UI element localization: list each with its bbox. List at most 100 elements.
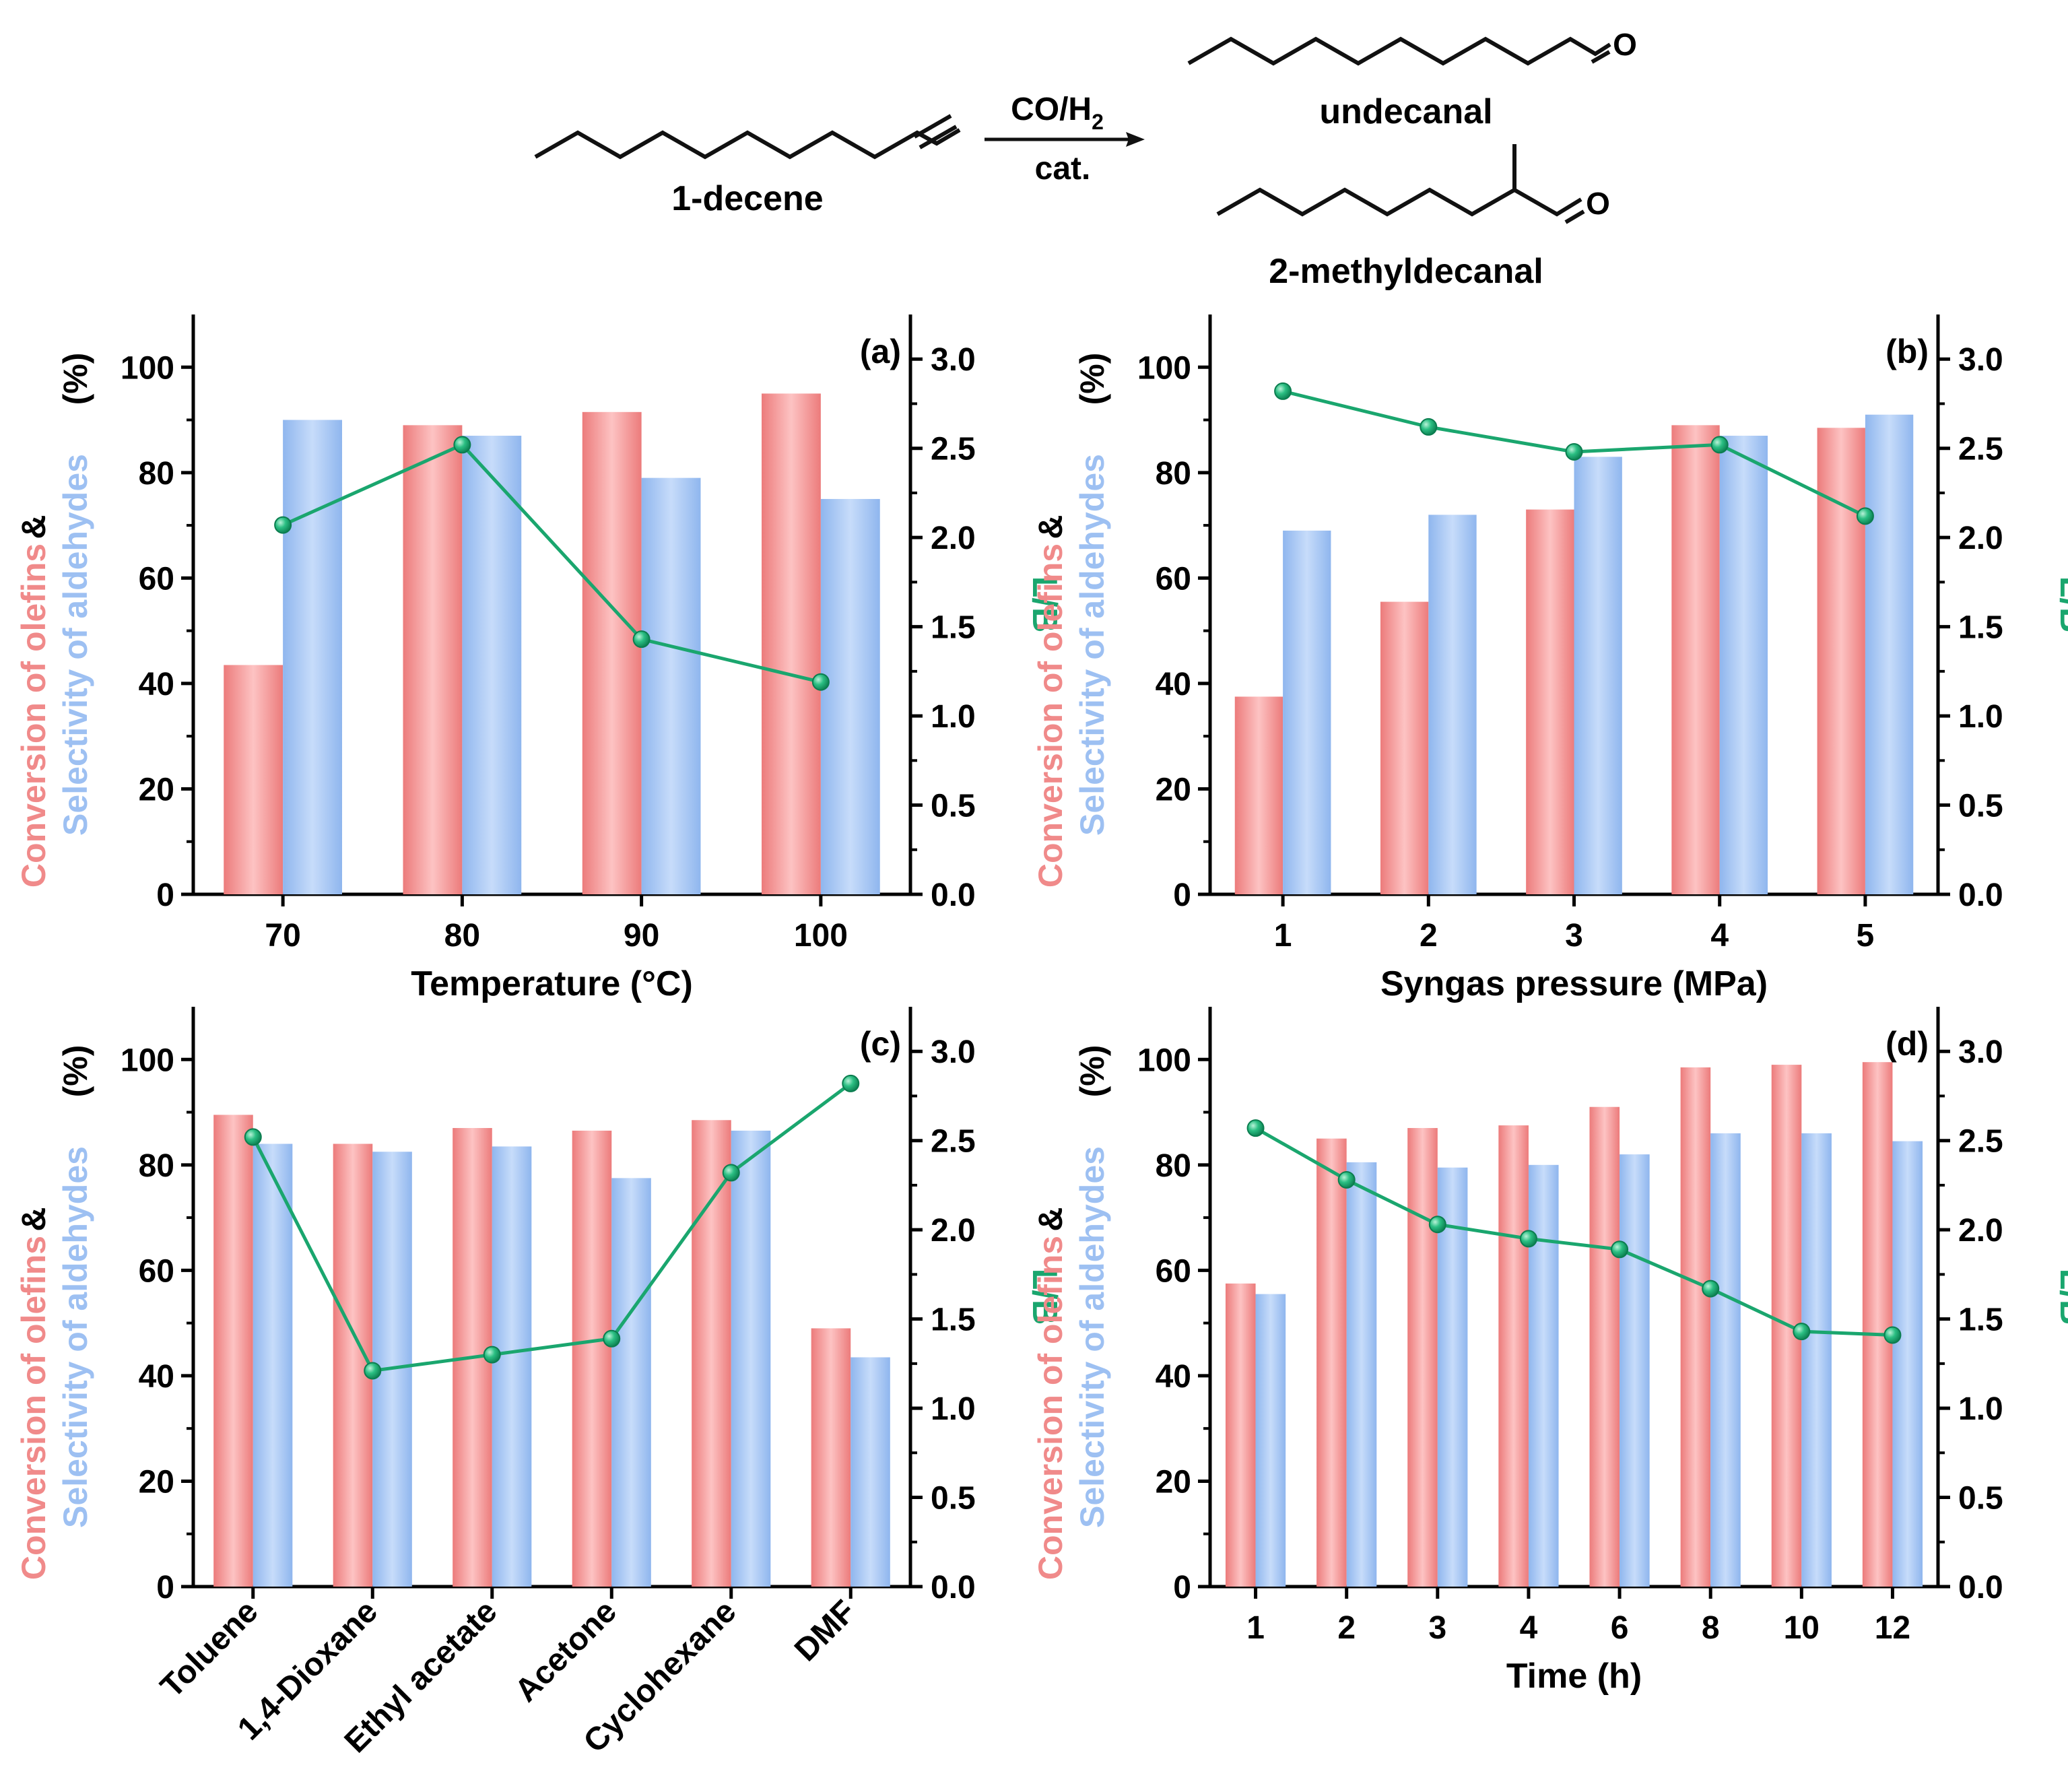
chart-panel-a: 0 20 40 60 80 100 0.0 0.5 1.0 1.5 2.0 2.5 3.0 70 80 90 1… [15, 314, 1064, 1003]
bar-conversion [811, 1328, 851, 1587]
y-axis-title-unit: (%) [1073, 353, 1111, 405]
lb-point [483, 1346, 501, 1364]
y-axis-title-unit: (%) [57, 353, 94, 405]
lb-point [1710, 436, 1729, 454]
x-tick-label: 10 [1784, 1610, 1820, 1646]
y2-tick-label: 3.0 [1958, 342, 2003, 378]
methyldecanal-structure [1216, 187, 1582, 217]
lb-point [1565, 442, 1583, 461]
bar-selectivity [850, 1357, 890, 1587]
lb-point [1274, 382, 1292, 400]
catalyst-label: cat. [1035, 151, 1091, 187]
y2-tick-label: 0.0 [1958, 1570, 2003, 1605]
x-tick-label: 6 [1611, 1610, 1629, 1646]
y2-tick-label: 2.0 [1958, 521, 2003, 556]
methyldecanal-carbonyl [1564, 209, 1585, 224]
bar-selectivity [1428, 515, 1477, 894]
bar-conversion [1225, 1283, 1256, 1587]
y2-tick-label: 1.5 [931, 610, 976, 646]
bar-conversion [1671, 425, 1720, 894]
lb-point [1856, 507, 1874, 525]
y2-tick-label: 0.5 [931, 1481, 976, 1517]
lb-point [1428, 1216, 1446, 1234]
y-tick-label: 60 [1156, 1253, 1191, 1289]
x-tick-label: 1 [1274, 918, 1292, 954]
x-axis-title: Temperature (°C) [411, 964, 693, 1003]
bar-conversion [213, 1115, 253, 1587]
bar-conversion [572, 1130, 612, 1587]
y2-tick-label: 0.0 [931, 877, 976, 913]
lb-point [1337, 1170, 1356, 1189]
y-tick-label: 80 [1156, 1148, 1191, 1184]
lb-point [722, 1164, 740, 1182]
panel-label: (b) [1886, 333, 1929, 370]
y2-axis-title: L/B [2053, 576, 2068, 633]
y2-tick-label: 1.5 [1958, 610, 2003, 646]
y2-tick-label: 1.5 [1958, 1302, 2003, 1338]
x-tick-label: 4 [1710, 918, 1729, 954]
panel-label: (a) [860, 333, 901, 370]
x-tick-label: 3 [1428, 1610, 1446, 1646]
y2-tick-label: 1.0 [931, 699, 976, 735]
y-tick-label: 40 [1156, 1359, 1191, 1395]
x-tick-label: 1 [1246, 1610, 1265, 1646]
lb-point [1793, 1323, 1811, 1341]
bar-selectivity [641, 477, 701, 894]
x-tick-label: 2 [1337, 1610, 1356, 1646]
chart-panel-c: 0 20 40 60 80 100 0.0 0.5 1.0 1.5 2.0 2.5 3.0 Toluene… [15, 1007, 1064, 1760]
y-axis-title-unit: (%) [57, 1045, 94, 1098]
lb-point [1883, 1326, 1902, 1344]
y-tick-label: 0 [156, 1570, 174, 1605]
y-tick-label: 60 [139, 1253, 174, 1289]
y2-tick-label: 2.0 [931, 1213, 976, 1249]
bar-selectivity [1346, 1162, 1377, 1587]
undecanal-oxygen: O [1613, 27, 1637, 62]
reagent-label: CO/H2 [1011, 92, 1104, 134]
bar-selectivity [283, 420, 342, 894]
x-tick-label: 8 [1702, 1610, 1720, 1646]
y2-tick-label: 3.0 [931, 342, 976, 378]
methyldecanal-oxygen: O [1586, 186, 1610, 221]
x-tick-label: 5 [1857, 918, 1875, 954]
reactant-label: 1-decene [671, 179, 823, 218]
bar-selectivity [731, 1130, 771, 1587]
y-axis-title-amp: & [15, 515, 53, 539]
y2-tick-label: 3.0 [1958, 1034, 2003, 1070]
y2-tick-label: 2.0 [1958, 1213, 2003, 1249]
bar-conversion [1680, 1067, 1711, 1587]
y2-tick-label: 1.0 [931, 1391, 976, 1427]
lb-point [1519, 1230, 1537, 1248]
bar-conversion [1380, 601, 1429, 894]
x-axis-title: Syngas pressure (MPa) [1380, 964, 1768, 1003]
y-tick-label: 20 [139, 772, 174, 807]
lb-point [274, 516, 292, 534]
reaction-scheme: 1-decene CO/H2 cat. O undecanal O 2-meth… [534, 27, 1637, 291]
y-tick-label: 100 [1137, 350, 1191, 386]
bar-conversion [582, 411, 642, 894]
y-tick-label: 40 [1156, 667, 1191, 702]
y-axis-title-conversion: Conversion of olefins [15, 1236, 53, 1580]
bar-selectivity [1574, 457, 1622, 894]
y-tick-label: 20 [1156, 772, 1191, 807]
y2-tick-label: 2.5 [931, 1124, 976, 1160]
y-tick-label: 60 [1156, 561, 1191, 597]
bar-selectivity [1719, 436, 1768, 894]
bar-selectivity [1801, 1133, 1832, 1587]
y2-axis-title: L/B [1025, 1269, 1064, 1325]
y-axis-title-selectivity: Selectivity of aldehydes [57, 1146, 94, 1528]
x-tick-label: 80 [444, 918, 480, 954]
lb-line [251, 1082, 852, 1373]
y-tick-label: 40 [139, 667, 174, 702]
y-axis-title-unit: (%) [1073, 1045, 1111, 1098]
bar-selectivity [1710, 1133, 1741, 1587]
bar-conversion [1316, 1138, 1347, 1587]
y2-tick-label: 2.5 [931, 432, 976, 467]
x-tick-label: Toluene [154, 1593, 265, 1704]
bar-selectivity [1437, 1167, 1468, 1587]
y-tick-label: 40 [139, 1359, 174, 1395]
lb-point [1702, 1280, 1720, 1298]
x-axis-title: Time (h) [1506, 1657, 1642, 1696]
